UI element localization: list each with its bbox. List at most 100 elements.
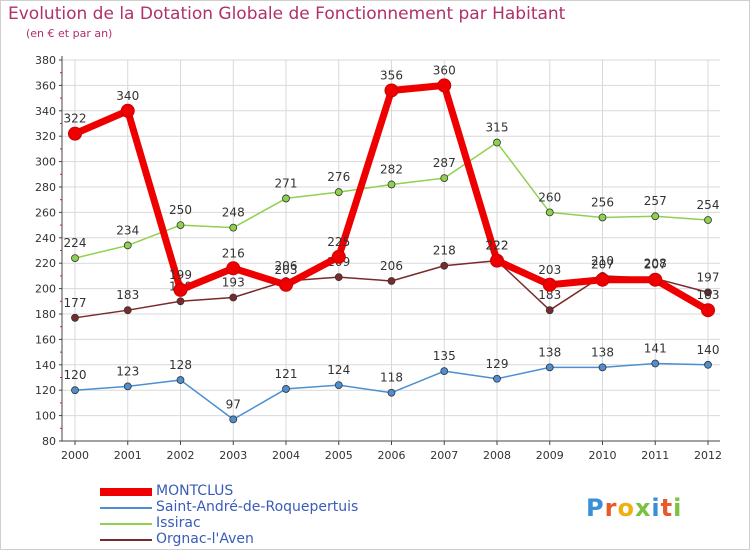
data-point-orgnac-l-aven [545,306,554,315]
data-label-montclus: 199 [169,268,192,282]
data-point-montclus [595,272,610,287]
x-tick-label: 2003 [219,449,247,462]
data-point-montclus [279,277,293,292]
y-tick-label: 300 [35,156,56,169]
data-point-orgnac-l-aven [123,306,132,315]
data-label-saint-andr-de-roquepertuis: 140 [697,343,720,357]
y-tick-label: 340 [35,105,56,118]
y-tick-label: 120 [35,384,56,397]
data-label-saint-andr-de-roquepertuis: 118 [380,371,403,385]
data-label-saint-andr-de-roquepertuis: 135 [433,349,456,363]
x-tick-label: 2010 [589,449,617,462]
data-point-issirac [282,194,290,203]
data-point-orgnac-l-aven [440,261,449,270]
data-point-issirac [651,212,660,221]
data-label-saint-andr-de-roquepertuis: 141 [644,342,667,356]
legend-label-saint-andre: Saint-André-de-Roquepertuis [156,499,359,515]
data-point-issirac [387,180,396,189]
data-label-orgnac-l-aven: 210 [591,254,614,268]
y-tick-label: 140 [35,359,56,372]
data-label-issirac: 276 [327,170,350,184]
data-point-issirac [440,174,449,183]
data-label-orgnac-l-aven: 218 [433,244,456,258]
data-label-issirac: 254 [697,198,720,212]
data-point-issirac [229,223,238,232]
data-point-saint-andr-de-roquepertuis [704,360,712,369]
data-point-montclus [173,282,188,297]
x-tick-label: 2009 [536,449,564,462]
data-point-saint-andr-de-roquepertuis [545,363,554,372]
data-label-orgnac-l-aven: 197 [697,270,720,284]
data-point-issirac [71,254,79,263]
y-tick-label: 160 [35,333,56,346]
data-label-issirac: 248 [222,206,245,220]
data-label-saint-andr-de-roquepertuis: 123 [116,364,139,378]
data-label-montclus: 183 [697,288,720,302]
data-label-orgnac-l-aven: 183 [538,288,561,302]
data-point-saint-andr-de-roquepertuis [71,386,79,395]
data-label-montclus: 356 [380,68,403,82]
data-label-issirac: 224 [64,236,87,250]
legend-label-montclus: MONTCLUS [156,483,234,499]
y-tick-label: 240 [35,232,56,245]
data-point-issirac [176,221,185,230]
x-tick-label: 2001 [114,449,142,462]
data-point-orgnac-l-aven [229,293,238,302]
x-tick-label: 2012 [694,449,722,462]
data-point-saint-andr-de-roquepertuis [651,359,660,368]
data-label-montclus: 225 [327,235,350,249]
data-point-saint-andr-de-roquepertuis [176,376,185,384]
x-tick-label: 2008 [483,449,511,462]
data-label-montclus: 222 [486,239,509,253]
data-point-montclus [226,261,241,276]
data-point-issirac [123,241,132,250]
data-label-orgnac-l-aven: 193 [222,275,245,289]
data-point-saint-andr-de-roquepertuis [229,415,238,424]
data-label-saint-andr-de-roquepertuis: 128 [169,358,192,372]
chart-subtitle: (en € et par an) [26,27,113,40]
y-tick-label: 220 [35,257,56,270]
data-point-montclus [437,78,452,93]
data-label-montclus: 216 [222,246,245,260]
data-label-issirac: 315 [486,121,509,135]
data-point-montclus [120,103,135,118]
data-label-saint-andr-de-roquepertuis: 129 [486,357,509,371]
x-tick-label: 2004 [272,449,300,462]
data-point-montclus [648,272,663,287]
data-point-montclus [542,277,557,292]
data-label-issirac: 250 [169,203,192,217]
data-point-orgnac-l-aven [704,288,712,297]
data-label-orgnac-l-aven: 183 [116,288,139,302]
y-tick-label: 80 [42,435,56,448]
data-label-saint-andr-de-roquepertuis: 121 [275,367,298,381]
data-point-saint-andr-de-roquepertuis [598,363,607,372]
data-point-montclus [384,83,399,98]
y-tick-label: 380 [35,54,56,67]
data-label-montclus: 340 [116,89,139,103]
legend-swatch-montclus [100,488,152,496]
data-point-orgnac-l-aven [176,297,185,306]
data-label-orgnac-l-aven: 177 [64,296,87,310]
data-label-saint-andr-de-roquepertuis: 120 [64,368,87,382]
data-label-montclus: 207 [591,258,614,272]
y-tick-label: 360 [35,79,56,92]
y-tick-label: 100 [35,410,56,423]
data-point-orgnac-l-aven [71,313,79,322]
data-label-issirac: 260 [538,190,561,204]
data-label-saint-andr-de-roquepertuis: 124 [327,363,350,377]
data-point-montclus [68,126,82,141]
data-label-orgnac-l-aven: 206 [275,259,298,273]
data-label-issirac: 282 [380,162,403,176]
legend-label-issirac: Issirac [156,515,201,531]
data-label-issirac: 234 [116,223,139,237]
chart-title: Evolution de la Dotation Globale de Fonc… [8,4,566,24]
data-point-issirac [493,138,501,147]
legend-swatch-issirac [100,523,152,525]
data-point-issirac [598,213,607,222]
x-tick-label: 2007 [430,449,458,462]
data-label-saint-andr-de-roquepertuis: 97 [226,397,241,411]
y-tick-label: 200 [35,283,56,296]
legend-swatch-orgnac [100,539,152,541]
data-point-saint-andr-de-roquepertuis [493,374,501,383]
data-point-saint-andr-de-roquepertuis [123,382,132,391]
